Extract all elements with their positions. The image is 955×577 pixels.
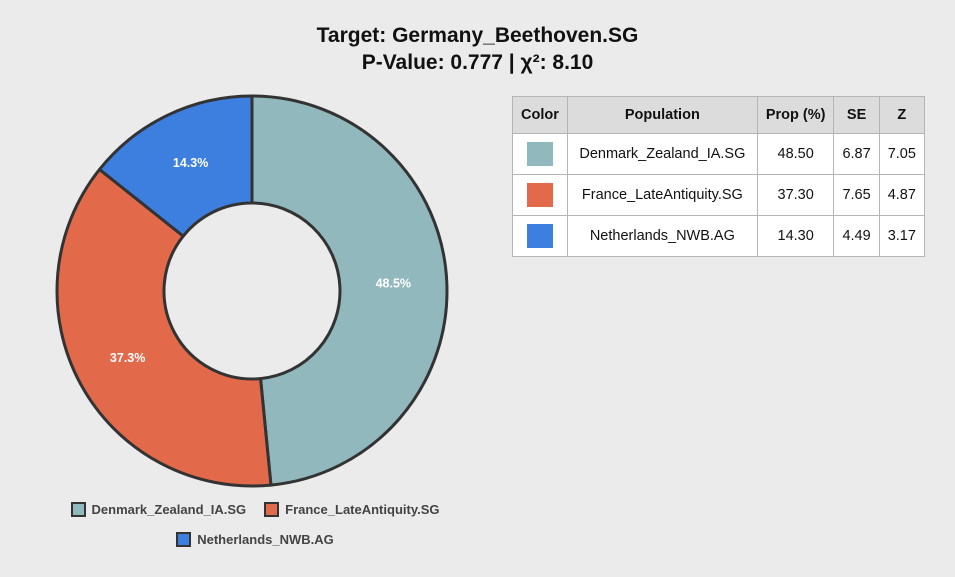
table-row: Netherlands_NWB.AG 14.30 4.49 3.17 xyxy=(512,215,925,257)
table-row: Denmark_Zealand_IA.SG 48.50 6.87 7.05 xyxy=(512,133,925,175)
legend-row-2: Netherlands_NWB.AG xyxy=(40,527,470,551)
legend-label-netherlands: Netherlands_NWB.AG xyxy=(197,531,334,547)
prop-cell: 48.50 xyxy=(756,133,835,175)
legend-swatch-france xyxy=(264,501,280,517)
donut-slice-netherlands[interactable] xyxy=(98,94,254,238)
row-color-cell xyxy=(512,215,568,257)
color-swatch xyxy=(526,224,553,248)
title-statistics: P-Value: 0.777 | χ²: 8.10 xyxy=(361,51,594,74)
color-swatch xyxy=(526,142,553,166)
results-table: Color Population Prop (%) SE Z Denmark_Z… xyxy=(512,96,925,257)
z-cell: 3.17 xyxy=(878,215,925,257)
header-z: Z xyxy=(878,96,925,134)
se-cell: 7.65 xyxy=(833,174,880,216)
row-color-cell xyxy=(512,133,568,175)
legend-label-france: France_LateAntiquity.SG xyxy=(285,501,440,517)
legend-item-denmark[interactable]: Denmark_Zealand_IA.SG xyxy=(70,501,247,517)
prop-cell: 37.30 xyxy=(756,174,835,216)
header-prop: Prop (%) xyxy=(756,96,835,134)
donut-slice-denmark[interactable] xyxy=(250,94,449,487)
z-cell: 4.87 xyxy=(878,174,925,216)
legend-item-netherlands[interactable]: Netherlands_NWB.AG xyxy=(176,531,334,547)
table-header-row: Color Population Prop (%) SE Z xyxy=(512,96,925,134)
legend-label-denmark: Denmark_Zealand_IA.SG xyxy=(91,501,247,517)
row-color-cell xyxy=(512,174,568,216)
population-cell: France_LateAntiquity.SG xyxy=(566,174,758,216)
donut-chart: 48.5% 37.3% 14.3% xyxy=(55,94,449,488)
color-swatch xyxy=(526,183,553,207)
legend-item-france[interactable]: France_LateAntiquity.SG xyxy=(264,501,440,517)
donut-slice-france[interactable] xyxy=(55,167,273,488)
slice-label-netherlands: 14.3% xyxy=(173,156,208,170)
header-color: Color xyxy=(512,96,568,134)
population-cell: Netherlands_NWB.AG xyxy=(566,215,758,257)
prop-cell: 14.30 xyxy=(756,215,835,257)
header-population: Population xyxy=(566,96,758,134)
se-cell: 6.87 xyxy=(833,133,880,175)
legend-row-1: Denmark_Zealand_IA.SG France_LateAntiqui… xyxy=(40,497,470,521)
legend-swatch-denmark xyxy=(70,501,86,517)
title-target: Target: Germany_Beethoven.SG xyxy=(316,24,639,47)
table-row: France_LateAntiquity.SG 37.30 7.65 4.87 xyxy=(512,174,925,216)
slice-label-denmark: 48.5% xyxy=(376,276,411,290)
legend-swatch-netherlands xyxy=(176,531,192,547)
chart-title: Target: Germany_Beethoven.SG P-Value: 0.… xyxy=(0,22,955,76)
slice-label-france: 37.3% xyxy=(110,351,145,365)
chart-legend: Denmark_Zealand_IA.SG France_LateAntiqui… xyxy=(40,497,470,557)
se-cell: 4.49 xyxy=(833,215,880,257)
header-se: SE xyxy=(833,96,880,134)
population-cell: Denmark_Zealand_IA.SG xyxy=(566,133,758,175)
z-cell: 7.05 xyxy=(878,133,925,175)
